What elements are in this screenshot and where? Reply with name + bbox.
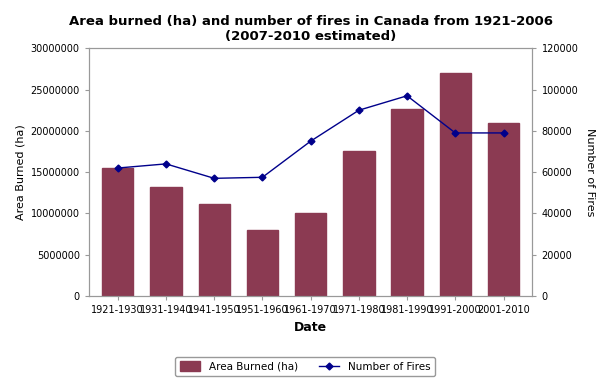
Legend: Area Burned (ha), Number of Fires: Area Burned (ha), Number of Fires — [176, 357, 434, 376]
Bar — [295, 213, 326, 296]
Bar — [150, 187, 182, 296]
Bar — [440, 73, 471, 296]
Y-axis label: Area Burned (ha): Area Burned (ha) — [15, 124, 25, 220]
Title: Area burned (ha) and number of fires in Canada from 1921-2006
(2007-2010 estimat: Area burned (ha) and number of fires in … — [69, 15, 553, 43]
X-axis label: Date: Date — [294, 321, 327, 334]
Bar — [488, 123, 519, 296]
Bar — [198, 203, 230, 296]
Bar — [102, 168, 134, 296]
Bar — [343, 151, 375, 296]
Y-axis label: Number of Fires: Number of Fires — [585, 128, 595, 216]
Bar — [392, 109, 423, 296]
Bar — [246, 230, 278, 296]
